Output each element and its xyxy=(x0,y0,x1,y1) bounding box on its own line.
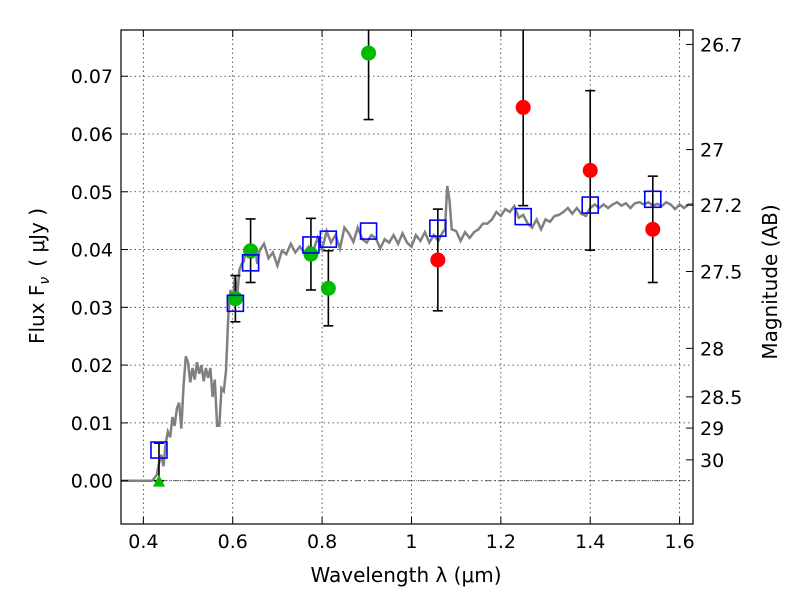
magnitude-tick-label: 28 xyxy=(700,338,724,360)
model-point-square xyxy=(514,207,532,226)
y-tick-label: 0.04 xyxy=(71,240,113,262)
x-tick-label: 0.4 xyxy=(128,531,158,553)
y-tick-label: 0.01 xyxy=(71,413,113,435)
model-point-square xyxy=(150,441,168,459)
red-data-point xyxy=(515,99,531,115)
x-tick-label: 1 xyxy=(405,531,417,553)
model-point-square xyxy=(581,196,600,214)
y-tick-label: 0.05 xyxy=(71,182,113,204)
magnitude-ticks: 26.7 27 27.2 27.5 28 28.5 29 30 xyxy=(686,34,742,472)
y-axis-label: Flux Fν ( μJy ) xyxy=(25,208,53,344)
model-markers xyxy=(150,190,662,459)
y-tick-label: 0.03 xyxy=(71,297,113,319)
error-bars xyxy=(153,30,658,482)
x-ticks: 0.4 0.6 0.8 1 1.2 1.4 1.6 xyxy=(128,30,695,553)
red-data-point xyxy=(645,221,661,237)
model-point-square xyxy=(241,254,260,272)
magnitude-tick-label: 27 xyxy=(700,140,724,162)
data-markers xyxy=(152,45,661,487)
y-axis-label-main: Flux F xyxy=(25,285,49,344)
y-tick-label: 0.07 xyxy=(71,66,113,88)
x-tick-label: 0.6 xyxy=(218,531,248,553)
y-tick-label: 0.06 xyxy=(71,124,113,146)
x-tick-label: 1.4 xyxy=(575,531,605,553)
model-spectrum-group xyxy=(121,185,693,482)
model-spectrum-line xyxy=(121,185,693,482)
plot-frame xyxy=(120,29,694,525)
upper-limit-triangle xyxy=(152,474,165,487)
magnitude-tick-label: 27.5 xyxy=(700,262,742,284)
green-data-point xyxy=(227,291,243,307)
model-point-square xyxy=(359,222,378,240)
y-tick-label: 0.02 xyxy=(71,355,113,377)
y-axis-label-unit: ( μJy ) xyxy=(25,208,49,267)
red-data-point xyxy=(582,162,598,178)
green-data-point xyxy=(320,280,336,296)
model-point-square xyxy=(643,190,662,209)
y-axis-label-sub: ν xyxy=(37,277,53,285)
green-data-point xyxy=(243,243,259,259)
magnitude-tick-label: 30 xyxy=(700,450,724,472)
red-data-point xyxy=(430,252,446,268)
x-tick-label: 0.8 xyxy=(307,531,337,553)
green-data-point xyxy=(303,246,319,262)
model-point-square xyxy=(429,219,447,237)
model-point-square xyxy=(302,236,320,254)
y-tick-label: 0.00 xyxy=(71,471,113,493)
magnitude-tick-label: 26.7 xyxy=(700,34,742,56)
green-data-point xyxy=(361,45,377,61)
x-tick-label: 1.2 xyxy=(486,531,516,553)
magnitude-tick-label: 27.2 xyxy=(700,195,742,217)
model-point-square xyxy=(226,294,245,313)
grid xyxy=(121,30,693,524)
x-axis-label: Wavelength λ (μm) xyxy=(310,563,501,587)
magnitude-tick-label: 29 xyxy=(700,418,724,440)
model-point-square xyxy=(319,230,338,248)
magnitude-tick-label: 28.5 xyxy=(700,387,742,409)
x-tick-label: 1.6 xyxy=(664,531,694,553)
y2-axis-label: Magnitude (AB) xyxy=(758,204,782,359)
y-ticks: 0.00 0.01 0.02 0.03 0.04 0.05 0.06 0.07 xyxy=(71,66,128,493)
